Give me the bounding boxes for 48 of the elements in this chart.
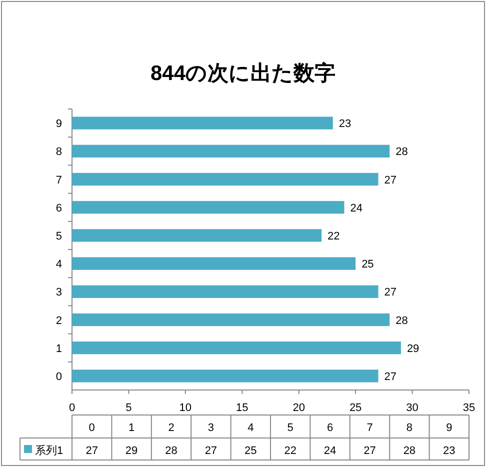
text: 27 <box>86 445 98 457</box>
y-tick-label: 5 <box>56 230 62 242</box>
category-label: 1 <box>128 422 135 434</box>
category-label: 8 <box>406 422 413 434</box>
x-tick-label: 20 <box>292 402 305 414</box>
text: 28 <box>403 445 416 457</box>
data-label: 22 <box>328 230 340 242</box>
x-tick-label: 25 <box>349 402 362 414</box>
x-tick-label: 30 <box>406 402 418 414</box>
data-label: 24 <box>350 202 362 214</box>
data-label: 29 <box>406 342 420 355</box>
y-tick-label: 1 <box>56 342 62 355</box>
data-label: 23 <box>338 118 352 130</box>
text: 24 <box>324 445 336 457</box>
data-label: 28 <box>396 146 408 158</box>
text: 27 <box>204 445 218 457</box>
y-tick-label: 7 <box>56 174 62 186</box>
data-label: 27 <box>384 370 397 383</box>
data-label: 25 <box>362 258 374 271</box>
category-label: 6 <box>326 422 334 434</box>
x-tick-label: 0 <box>68 402 76 414</box>
y-tick-label: 4 <box>56 258 62 271</box>
legend-label: 系列1 <box>35 444 64 457</box>
text: 27 <box>364 445 376 457</box>
category-label: 7 <box>366 422 373 434</box>
text: 29 <box>125 445 138 457</box>
y-tick-label: 3 <box>56 286 62 299</box>
x-tick-label: 15 <box>236 402 248 414</box>
text: 23 <box>443 445 456 457</box>
text: 28 <box>165 445 178 457</box>
category-label: 0 <box>88 422 95 434</box>
y-tick-label: 8 <box>56 146 62 158</box>
data-label: 27 <box>384 174 397 186</box>
text: 25 <box>244 445 257 457</box>
chart-title: 844の次に出た数字 <box>150 61 336 85</box>
x-tick-label: 5 <box>126 402 132 414</box>
category-label: 9 <box>446 422 452 434</box>
data-label: 27 <box>384 286 397 299</box>
y-tick-label: 2 <box>56 314 62 327</box>
x-tick-label: 10 <box>179 402 192 414</box>
y-tick-label: 9 <box>56 118 62 130</box>
category-label: 5 <box>287 422 294 434</box>
category-label: 4 <box>248 422 254 434</box>
data-label: 28 <box>396 314 408 327</box>
x-tick-label: 35 <box>462 402 476 414</box>
y-tick-label: 0 <box>56 370 62 383</box>
text: 22 <box>284 445 296 457</box>
y-tick-label: 6 <box>56 202 62 214</box>
